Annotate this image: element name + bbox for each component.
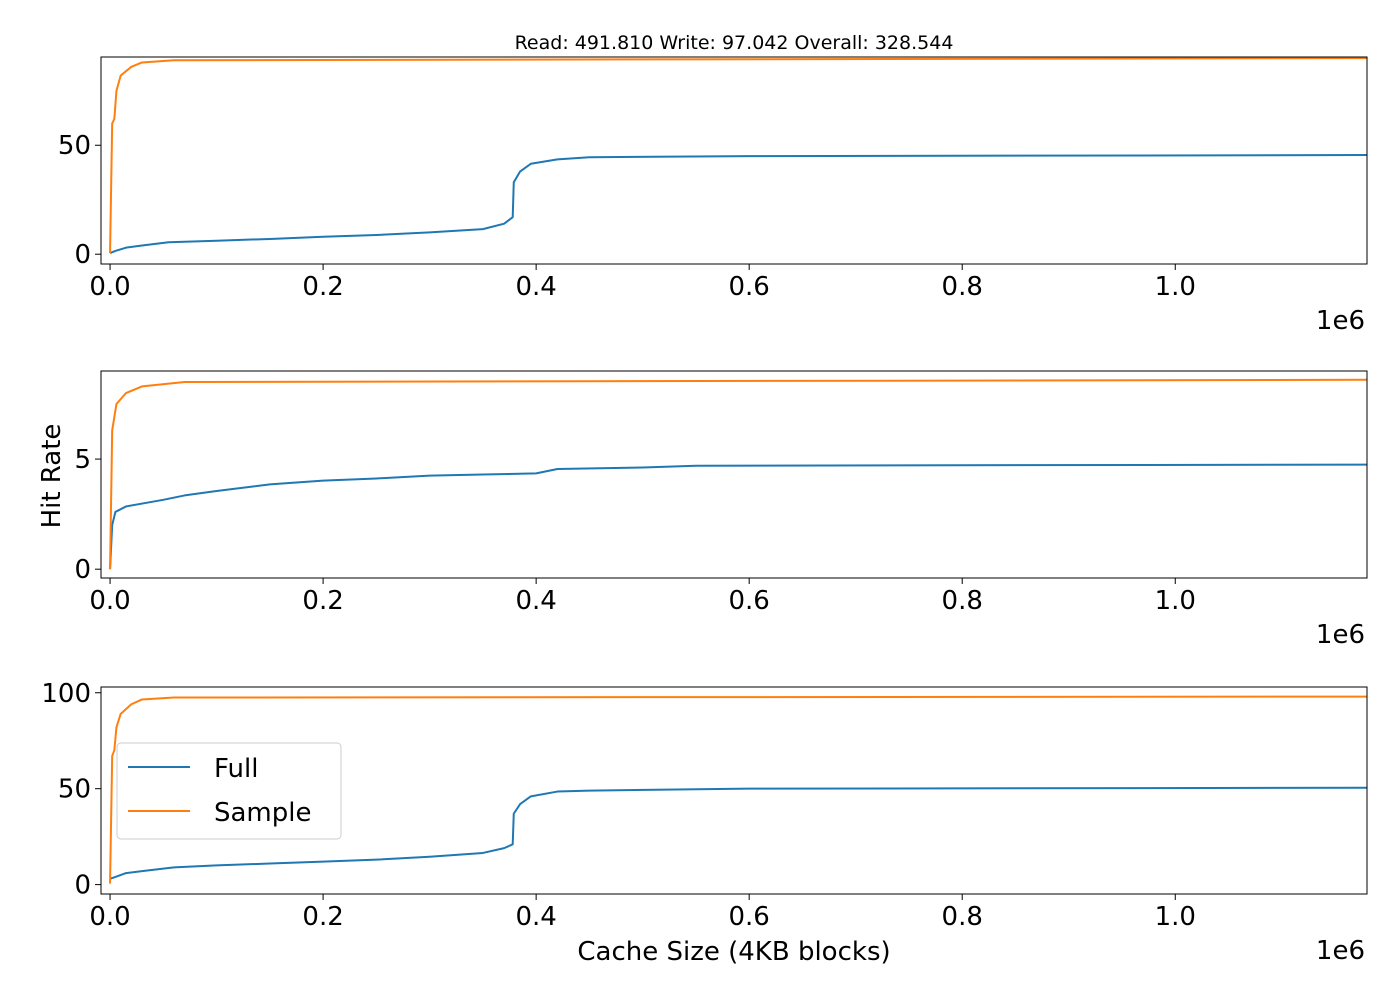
y-tick-label: 0 — [74, 871, 91, 901]
x-tick-label: 1.0 — [1155, 586, 1196, 616]
legend: Full Sample — [116, 742, 342, 840]
x-tick-label: 0.6 — [728, 586, 769, 616]
series-line-full-panel-1 — [109, 154, 1367, 255]
x-tick-label: 0.2 — [302, 586, 343, 616]
x-offset-label: 1e6 — [1316, 620, 1365, 650]
x-tick-label: 0.8 — [942, 902, 983, 932]
x-tick-label: 0.4 — [515, 586, 556, 616]
x-tick-label: 0.2 — [302, 902, 343, 932]
x-tick-label: 0.0 — [89, 272, 130, 302]
series-line-full-panel-2 — [109, 463, 1367, 570]
x-tick-label: 0.8 — [942, 272, 983, 302]
x-tick-label: 0.2 — [302, 272, 343, 302]
y-tick-label: 0 — [74, 240, 91, 270]
axes-frame-panel-3 — [100, 686, 1368, 895]
x-tick-label: 0.0 — [89, 902, 130, 932]
series-line-sample-panel-1 — [109, 57, 1367, 254]
subplot-top: 0.0 0.2 0.4 0.6 0.8 1.0 0 50 1e6 — [58, 56, 1368, 336]
subplot-middle: 0.0 0.2 0.4 0.6 0.8 1.0 0 5 1e6 — [74, 370, 1368, 650]
subplot-bottom: 0.0 0.2 0.4 0.6 0.8 1.0 0 50 100 1e6 — [41, 679, 1368, 966]
x-tick-label: 0.8 — [942, 586, 983, 616]
y-tick-label: 100 — [41, 679, 91, 709]
legend-label-full: Full — [214, 754, 258, 784]
x-tick-label: 0.0 — [89, 586, 130, 616]
x-tick-label: 0.6 — [728, 272, 769, 302]
x-tick-label: 0.6 — [728, 902, 769, 932]
axes-frame-panel-1 — [100, 56, 1368, 265]
series-line-sample-panel-3 — [109, 695, 1367, 884]
x-tick-label: 1.0 — [1155, 902, 1196, 932]
x-tick-label: 0.4 — [515, 902, 556, 932]
legend-label-sample: Sample — [214, 798, 312, 828]
x-axis-label: Cache Size (4KB blocks) — [577, 937, 890, 967]
axes-frame-panel-2 — [100, 370, 1368, 579]
chart-title: Read: 491.810 Write: 97.042 Overall: 328… — [515, 32, 954, 54]
y-tick-label: 5 — [74, 445, 91, 475]
x-offset-label: 1e6 — [1316, 936, 1365, 966]
y-tick-label: 0 — [74, 555, 91, 585]
series-line-full-panel-3 — [109, 786, 1367, 880]
x-offset-label: 1e6 — [1316, 306, 1365, 336]
y-axis-label: Hit Rate — [37, 424, 67, 529]
x-tick-label: 1.0 — [1155, 272, 1196, 302]
series-line-sample-panel-2 — [109, 378, 1367, 570]
y-tick-label: 50 — [58, 775, 91, 805]
x-tick-label: 0.4 — [515, 272, 556, 302]
y-tick-label: 50 — [58, 131, 91, 161]
